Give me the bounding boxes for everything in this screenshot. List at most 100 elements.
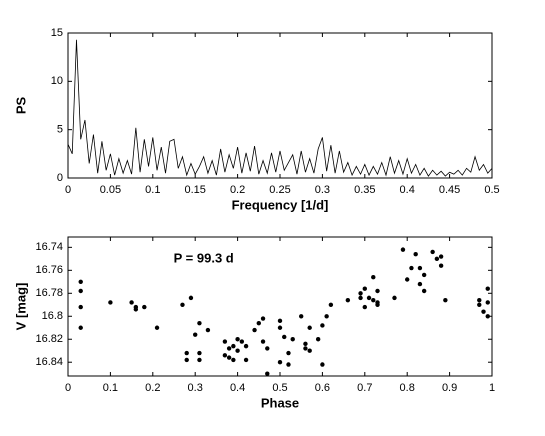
data-point xyxy=(430,249,435,255)
data-point xyxy=(197,350,202,356)
data-point xyxy=(265,371,270,376)
data-point xyxy=(265,346,270,351)
data-point xyxy=(438,263,444,268)
x-tick-label: 0.3 xyxy=(188,382,203,394)
x-tick-label: 0.2 xyxy=(230,184,245,196)
x-tick-label: 0.15 xyxy=(184,184,205,196)
data-point xyxy=(277,360,283,365)
data-point xyxy=(226,346,232,351)
data-point xyxy=(366,295,372,301)
data-point xyxy=(129,300,134,305)
x-tick-label: 1 xyxy=(489,382,495,394)
y-tick-label: 5 xyxy=(57,124,63,136)
annotation: P = 99.3 d xyxy=(174,250,234,265)
data-point xyxy=(222,339,228,344)
data-point xyxy=(320,323,325,328)
data-point xyxy=(133,307,139,312)
data-point xyxy=(277,318,283,324)
data-point xyxy=(277,325,283,330)
x-tick-label: 0.5 xyxy=(272,382,287,394)
y-tick-label: 16.76 xyxy=(35,264,63,276)
data-point xyxy=(392,295,397,301)
data-point xyxy=(154,325,160,330)
data-point xyxy=(405,277,410,282)
data-point xyxy=(205,327,211,333)
data-point xyxy=(226,355,232,360)
data-point xyxy=(324,314,329,319)
data-point xyxy=(481,309,486,314)
data-point xyxy=(477,302,482,307)
data-point xyxy=(256,320,261,326)
data-point xyxy=(184,357,189,363)
data-point xyxy=(443,297,448,303)
y-axis-label: V [mag] xyxy=(13,283,28,331)
data-point xyxy=(375,288,380,294)
data-point xyxy=(303,341,308,347)
x-tick-label: 0.2 xyxy=(145,382,160,394)
x-tick-label: 0 xyxy=(65,184,71,196)
data-point xyxy=(417,281,423,287)
data-point xyxy=(421,288,427,294)
x-tick-label: 0.7 xyxy=(357,382,372,394)
data-point xyxy=(231,357,236,363)
x-tick-label: 0.1 xyxy=(103,382,118,394)
data-point xyxy=(358,291,363,296)
x-tick-label: 0.6 xyxy=(315,382,330,394)
x-tick-label: 0.25 xyxy=(269,184,290,196)
data-point xyxy=(235,348,240,353)
data-point xyxy=(231,343,236,349)
data-point xyxy=(409,265,414,271)
data-point xyxy=(184,350,189,356)
data-point xyxy=(434,256,440,262)
data-point xyxy=(222,353,228,358)
data-point xyxy=(307,348,312,353)
x-tick-label: 0.4 xyxy=(400,184,415,196)
data-point xyxy=(303,346,308,351)
y-tick-label: 16.8 xyxy=(42,310,63,322)
x-tick-label: 0.3 xyxy=(315,184,330,196)
y-tick-label: 0 xyxy=(57,172,63,184)
x-tick-label: 0.1 xyxy=(145,184,160,196)
x-tick-label: 0.45 xyxy=(439,184,460,196)
x-axis-label: Phase xyxy=(261,395,299,410)
x-tick-label: 0.05 xyxy=(100,184,121,196)
data-point xyxy=(417,265,423,271)
y-tick-label: 16.74 xyxy=(35,241,63,253)
data-point xyxy=(197,320,202,326)
spectrum-line xyxy=(67,39,493,177)
data-point xyxy=(286,362,291,367)
data-point xyxy=(78,304,83,310)
data-point xyxy=(142,304,147,310)
data-point xyxy=(328,302,334,307)
data-point xyxy=(188,295,194,301)
x-tick-label: 0.8 xyxy=(400,382,415,394)
y-tick-label: 10 xyxy=(51,75,63,87)
data-point xyxy=(345,297,351,303)
y-tick-label: 16.84 xyxy=(35,356,63,368)
data-point xyxy=(239,339,245,344)
x-tick-label: 0 xyxy=(65,382,71,394)
data-point xyxy=(243,343,249,349)
data-point xyxy=(78,279,83,285)
data-point xyxy=(477,297,482,303)
data-point xyxy=(413,252,418,257)
data-point xyxy=(371,275,376,280)
x-axis-label: Frequency [1/d] xyxy=(232,197,329,212)
x-tick-label: 0.35 xyxy=(354,184,375,196)
data-point xyxy=(320,362,325,367)
y-tick-label: 16.82 xyxy=(35,333,63,345)
data-point xyxy=(299,314,304,319)
data-point xyxy=(252,327,257,333)
data-point xyxy=(290,337,295,342)
data-point xyxy=(362,304,367,310)
x-tick-label: 0.9 xyxy=(442,382,457,394)
data-point xyxy=(485,300,490,305)
x-tick-label: 0.4 xyxy=(230,382,245,394)
data-point xyxy=(260,339,266,344)
data-point xyxy=(375,300,380,305)
data-point xyxy=(362,286,367,291)
data-point xyxy=(315,337,321,342)
y-tick-label: 16.78 xyxy=(35,287,63,299)
plot-frame xyxy=(67,236,493,377)
